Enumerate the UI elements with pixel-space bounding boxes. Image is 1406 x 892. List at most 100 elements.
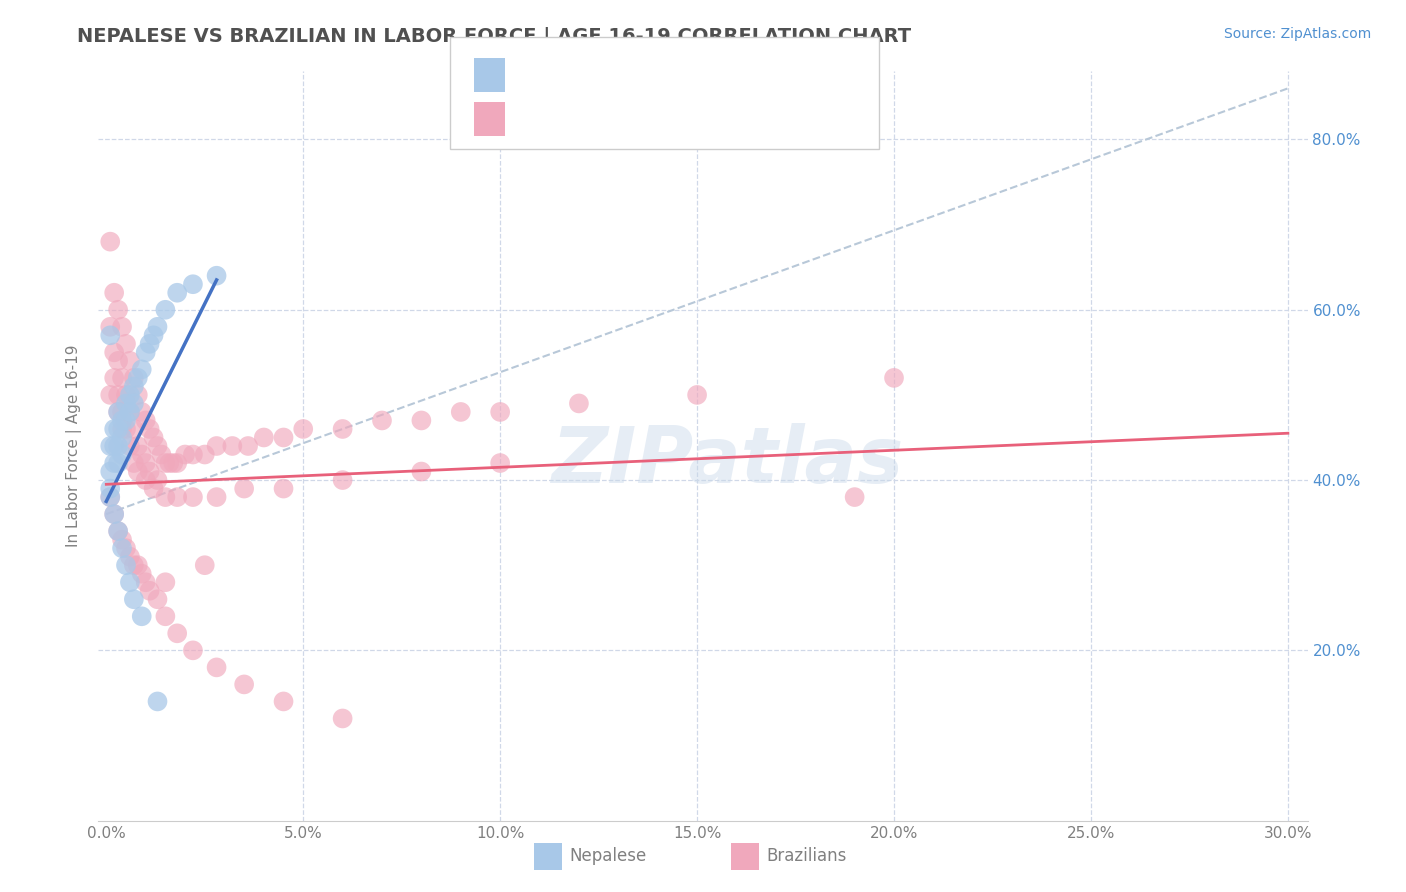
Point — [221, 439, 243, 453]
Point — [98, 465, 121, 479]
Point — [181, 490, 204, 504]
Point — [135, 575, 157, 590]
Point — [111, 430, 134, 444]
Point — [111, 448, 134, 462]
Point — [127, 465, 149, 479]
Point — [138, 465, 160, 479]
Point — [146, 592, 169, 607]
Point — [205, 660, 228, 674]
Point — [489, 405, 512, 419]
Point — [194, 448, 217, 462]
Point — [142, 430, 165, 444]
Point — [98, 319, 121, 334]
Point — [107, 388, 129, 402]
Point — [107, 439, 129, 453]
Point — [146, 319, 169, 334]
Point — [138, 336, 160, 351]
Point — [371, 413, 394, 427]
Point — [103, 371, 125, 385]
Point — [135, 473, 157, 487]
Point — [166, 490, 188, 504]
Text: ZIPatlas: ZIPatlas — [551, 423, 903, 499]
Point — [142, 328, 165, 343]
Point — [135, 456, 157, 470]
Point — [181, 448, 204, 462]
Point — [118, 405, 141, 419]
Point — [98, 235, 121, 249]
Point — [166, 626, 188, 640]
Point — [122, 456, 145, 470]
Point — [107, 524, 129, 538]
Point — [118, 549, 141, 564]
Point — [122, 396, 145, 410]
Point — [98, 388, 121, 402]
Point — [107, 456, 129, 470]
Point — [122, 592, 145, 607]
Point — [146, 473, 169, 487]
Point — [107, 405, 129, 419]
Point — [118, 354, 141, 368]
Point — [98, 490, 121, 504]
Point — [233, 677, 256, 691]
Text: N = 39: N = 39 — [652, 62, 716, 79]
Point — [135, 345, 157, 359]
Point — [115, 541, 138, 556]
Point — [883, 371, 905, 385]
Point — [107, 422, 129, 436]
Point — [111, 371, 134, 385]
Point — [146, 439, 169, 453]
Point — [174, 448, 197, 462]
Point — [155, 609, 177, 624]
Point — [155, 575, 177, 590]
Point — [98, 328, 121, 343]
Point — [162, 456, 184, 470]
Point — [155, 490, 177, 504]
Point — [150, 448, 173, 462]
Point — [155, 302, 177, 317]
Point — [111, 422, 134, 436]
Point — [138, 583, 160, 598]
Point — [103, 456, 125, 470]
Point — [103, 285, 125, 300]
Point — [115, 558, 138, 573]
Point — [155, 456, 177, 470]
Point — [103, 507, 125, 521]
Point — [411, 413, 433, 427]
Point — [127, 558, 149, 573]
Point — [273, 694, 295, 708]
Point — [103, 507, 125, 521]
Point — [98, 490, 121, 504]
Point — [273, 482, 295, 496]
Point — [450, 405, 472, 419]
Point — [127, 439, 149, 453]
Point — [131, 448, 153, 462]
Point — [115, 336, 138, 351]
Point — [127, 371, 149, 385]
Point — [107, 405, 129, 419]
Point — [131, 566, 153, 581]
Point — [111, 413, 134, 427]
Point — [236, 439, 259, 453]
Text: Nepalese: Nepalese — [569, 847, 647, 865]
Point — [115, 396, 138, 410]
Point — [107, 354, 129, 368]
Point — [103, 439, 125, 453]
Point — [205, 490, 228, 504]
Point — [205, 439, 228, 453]
Point — [844, 490, 866, 504]
Text: R = 0.539: R = 0.539 — [519, 62, 609, 79]
Text: Brazilians: Brazilians — [766, 847, 846, 865]
Point — [273, 430, 295, 444]
Point — [118, 388, 141, 402]
Point — [131, 609, 153, 624]
Text: R = 0.106: R = 0.106 — [519, 105, 609, 123]
Point — [98, 482, 121, 496]
Point — [157, 456, 180, 470]
Point — [118, 575, 141, 590]
Point — [131, 362, 153, 376]
Y-axis label: In Labor Force | Age 16-19: In Labor Force | Age 16-19 — [66, 344, 83, 548]
Point — [142, 482, 165, 496]
Point — [146, 694, 169, 708]
Point — [122, 558, 145, 573]
Point — [111, 533, 134, 547]
